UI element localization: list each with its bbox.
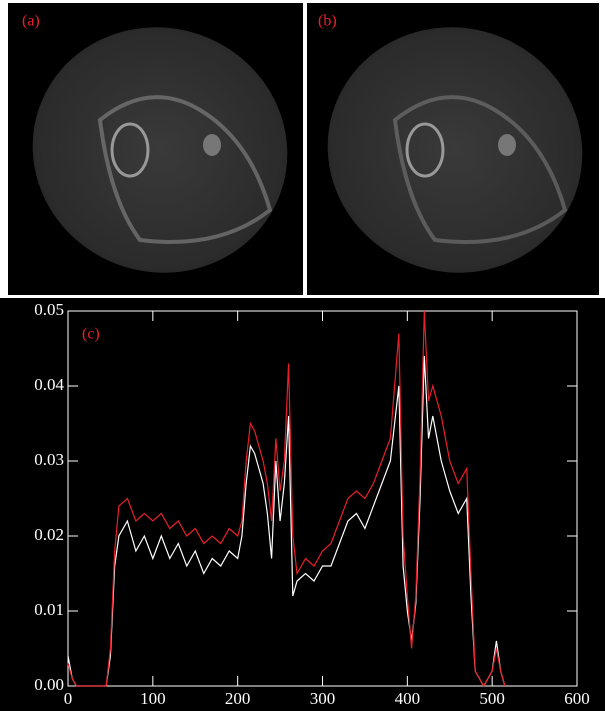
x-tick-label: 300 <box>310 689 336 708</box>
y-tick-label: 0.01 <box>34 600 64 619</box>
image-divider <box>303 3 307 295</box>
ct-image-a <box>32 27 288 273</box>
x-tick-label: 600 <box>564 689 590 708</box>
x-tick-label: 500 <box>479 689 505 708</box>
x-tick-label: 0 <box>64 689 73 708</box>
chart-backdrop <box>0 298 605 711</box>
x-tick-label: 400 <box>395 689 421 708</box>
chart-annotation: (c) <box>82 326 100 343</box>
panel-label: (a) <box>22 13 40 30</box>
y-tick-label: 0.04 <box>34 375 64 394</box>
panel-label: (b) <box>318 13 337 30</box>
ct-image-b <box>327 27 583 273</box>
data-line <box>67 310 506 688</box>
x-tick-label: 100 <box>140 689 166 708</box>
y-tick-label: 0.05 <box>34 300 64 319</box>
y-tick-label: 0.02 <box>34 525 64 544</box>
y-tick-label: 0.03 <box>34 450 64 469</box>
x-tick-label: 200 <box>225 689 251 708</box>
data-line <box>67 355 506 688</box>
y-tick-label: 0.00 <box>34 675 64 694</box>
chart: 0.00 0.01 0.02 0.03 0.04 0.05 0 100 200 300 400 500… <box>34 300 590 708</box>
